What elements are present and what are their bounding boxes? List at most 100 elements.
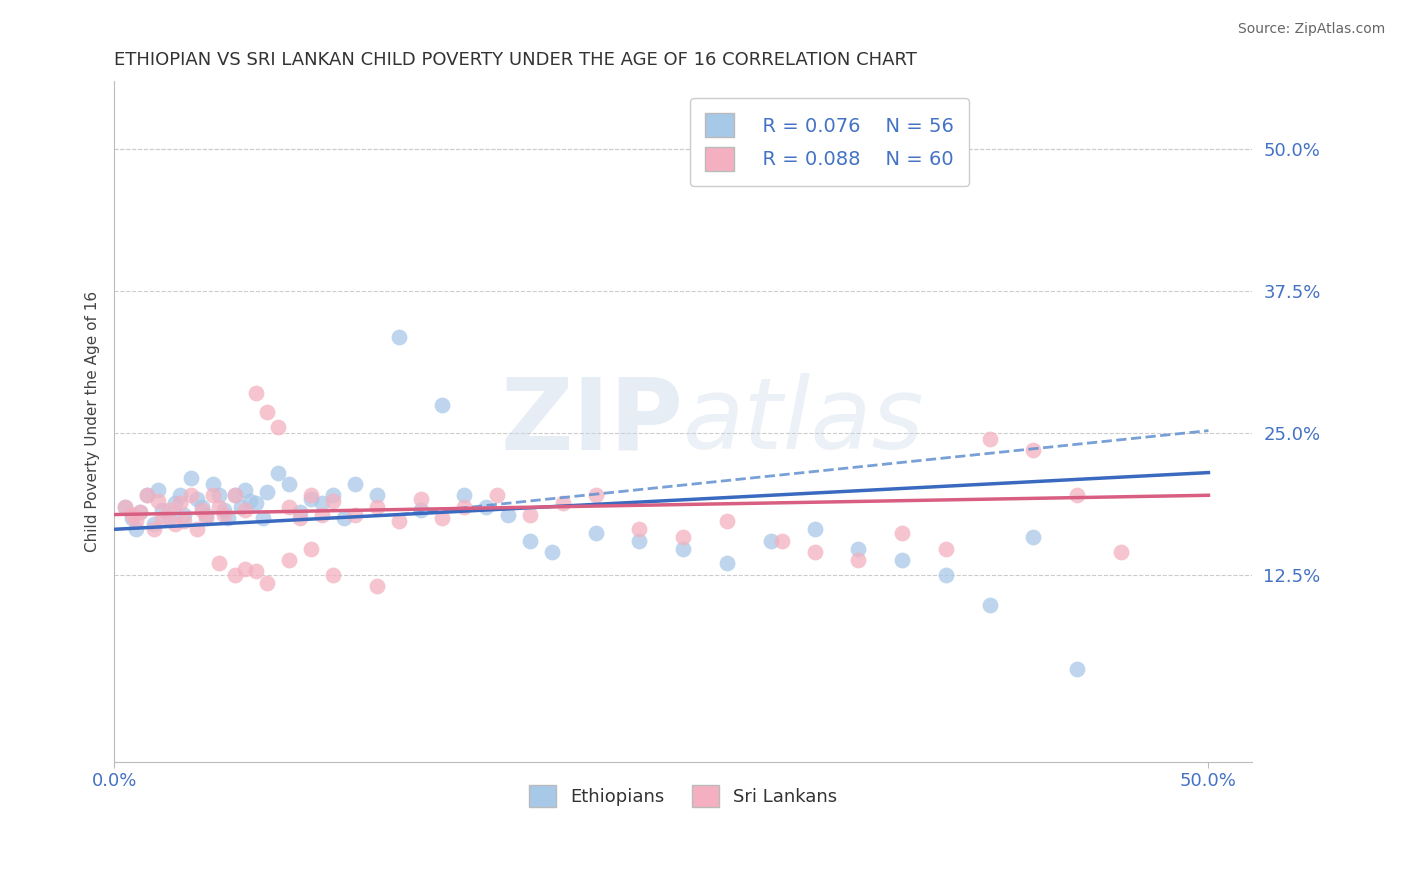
Point <box>195 508 218 522</box>
Text: ZIP: ZIP <box>501 373 683 470</box>
Point <box>267 420 290 434</box>
Point <box>165 516 187 531</box>
Text: atlas: atlas <box>683 373 925 470</box>
Point <box>979 432 1001 446</box>
Point <box>343 477 366 491</box>
Point <box>208 500 231 514</box>
Point <box>114 500 136 514</box>
Point <box>201 488 224 502</box>
Point <box>142 516 165 531</box>
Point <box>935 541 957 556</box>
Point <box>299 491 322 506</box>
Point <box>453 488 475 502</box>
Point <box>256 575 278 590</box>
Point <box>770 533 793 548</box>
Point <box>169 496 191 510</box>
Point <box>235 503 257 517</box>
Point <box>129 505 152 519</box>
Point <box>519 533 541 548</box>
Point <box>208 557 231 571</box>
Point <box>267 466 290 480</box>
Point <box>322 567 344 582</box>
Point <box>628 522 651 536</box>
Point <box>173 508 195 522</box>
Point <box>217 511 239 525</box>
Point <box>333 511 356 525</box>
Point <box>157 503 180 517</box>
Point <box>409 491 432 506</box>
Point <box>322 488 344 502</box>
Point <box>245 386 267 401</box>
Point <box>256 484 278 499</box>
Point <box>150 511 173 525</box>
Point <box>846 541 869 556</box>
Point <box>366 488 388 502</box>
Point <box>388 514 411 528</box>
Point <box>803 522 825 536</box>
Point <box>278 553 301 567</box>
Point <box>186 522 208 536</box>
Point <box>129 505 152 519</box>
Point <box>224 488 246 502</box>
Point <box>432 511 454 525</box>
Point <box>716 514 738 528</box>
Point <box>311 508 333 522</box>
Point <box>278 477 301 491</box>
Point <box>125 522 148 536</box>
Point <box>1109 545 1132 559</box>
Point <box>551 496 574 510</box>
Point <box>235 562 257 576</box>
Point <box>366 500 388 514</box>
Point <box>519 508 541 522</box>
Point <box>165 496 187 510</box>
Point <box>585 488 607 502</box>
Point <box>759 533 782 548</box>
Point <box>224 567 246 582</box>
Point <box>208 488 231 502</box>
Point <box>201 477 224 491</box>
Point <box>136 488 159 502</box>
Point <box>146 494 169 508</box>
Point <box>290 511 312 525</box>
Point <box>299 488 322 502</box>
Point <box>212 503 235 517</box>
Point <box>150 503 173 517</box>
Point <box>290 505 312 519</box>
Point <box>628 533 651 548</box>
Point <box>1022 530 1045 544</box>
Point <box>1066 662 1088 676</box>
Point <box>299 541 322 556</box>
Point <box>1022 442 1045 457</box>
Point <box>190 500 212 514</box>
Point <box>672 530 695 544</box>
Point <box>278 500 301 514</box>
Point <box>169 488 191 502</box>
Point <box>475 500 498 514</box>
Point <box>195 511 218 525</box>
Point <box>252 511 274 525</box>
Point <box>541 545 564 559</box>
Point <box>239 494 262 508</box>
Point <box>388 329 411 343</box>
Point <box>173 514 195 528</box>
Point <box>146 483 169 497</box>
Point <box>121 508 143 522</box>
Point <box>716 557 738 571</box>
Text: ETHIOPIAN VS SRI LANKAN CHILD POVERTY UNDER THE AGE OF 16 CORRELATION CHART: ETHIOPIAN VS SRI LANKAN CHILD POVERTY UN… <box>114 51 917 69</box>
Point <box>212 508 235 522</box>
Legend: Ethiopians, Sri Lankans: Ethiopians, Sri Lankans <box>522 778 845 814</box>
Point <box>125 514 148 528</box>
Y-axis label: Child Poverty Under the Age of 16: Child Poverty Under the Age of 16 <box>86 291 100 552</box>
Point <box>180 488 202 502</box>
Point <box>891 525 914 540</box>
Point <box>409 503 432 517</box>
Text: Source: ZipAtlas.com: Source: ZipAtlas.com <box>1237 22 1385 37</box>
Point <box>256 405 278 419</box>
Point <box>496 508 519 522</box>
Point <box>891 553 914 567</box>
Point <box>486 488 509 502</box>
Point <box>366 579 388 593</box>
Point <box>935 567 957 582</box>
Point <box>224 488 246 502</box>
Point <box>846 553 869 567</box>
